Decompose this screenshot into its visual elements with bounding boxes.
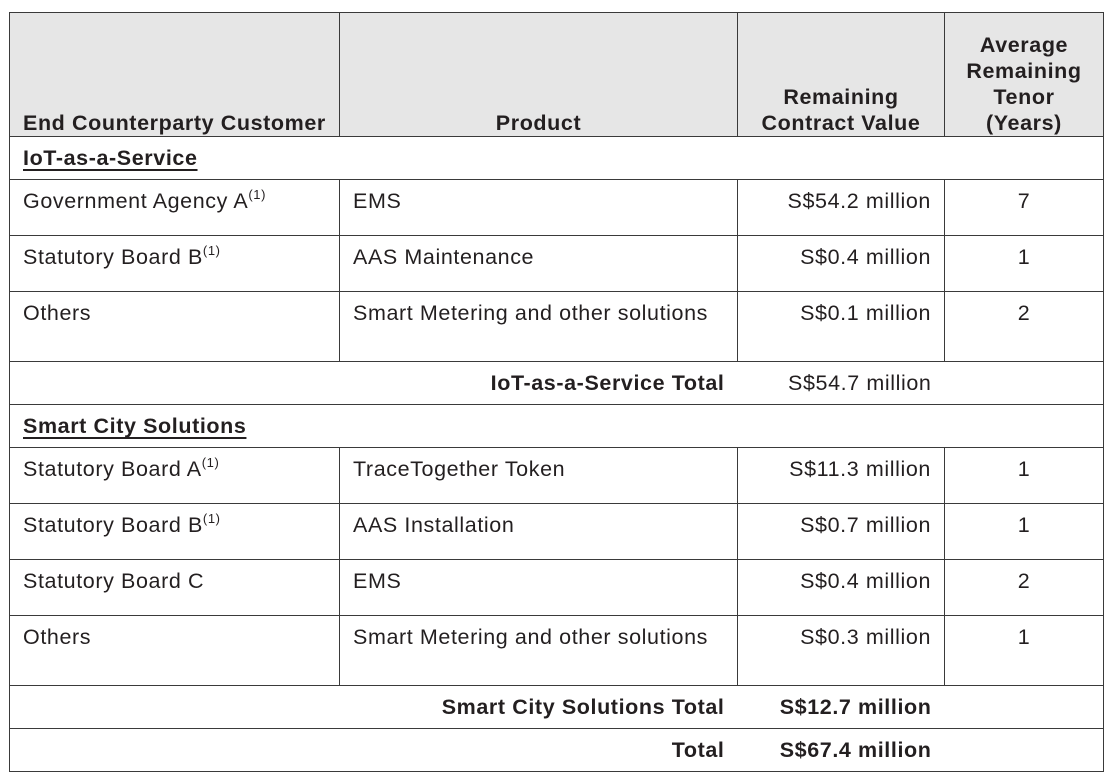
product-cell: Smart Metering and other solutions <box>339 291 738 362</box>
product-cell: EMS <box>339 559 738 616</box>
product-cell: TraceTogether Token <box>339 447 738 504</box>
product-cell: Smart Metering and other solutions <box>339 615 738 686</box>
subtotal-label: Smart City Solutions Total <box>9 685 738 729</box>
section-header: IoT-as-a-Service <box>9 136 1104 180</box>
footnote-ref: (1) <box>202 511 221 526</box>
grand-total-row: Total S$67.4 million <box>9 728 1104 772</box>
customer-name: Others <box>23 625 92 649</box>
subtotal-row: IoT-as-a-Service Total S$54.7 million <box>9 361 1104 405</box>
footnote-ref: (1) <box>202 243 221 258</box>
value-cell: S$0.4 million <box>737 559 945 616</box>
value-cell: S$11.3 million <box>737 447 945 504</box>
header-customer: End Counterparty Customer <box>9 12 340 137</box>
customer-name: Statutory Board A <box>23 457 202 481</box>
table-row: Government Agency A(1) EMS S$54.2 millio… <box>9 179 1104 236</box>
table-row: Statutory Board C EMS S$0.4 million 2 <box>9 559 1104 616</box>
table-row: Statutory Board B(1) AAS Installation S$… <box>9 503 1104 560</box>
customer-name: Statutory Board B <box>23 513 203 537</box>
customer-name: Government Agency A <box>23 189 249 213</box>
customer-cell: Others <box>9 615 340 686</box>
tenor-cell: 1 <box>944 503 1104 560</box>
table-row: Others Smart Metering and other solution… <box>9 291 1104 362</box>
header-row: End Counterparty Customer Product Remain… <box>9 12 1104 137</box>
value-cell: S$0.3 million <box>737 615 945 686</box>
customer-cell: Statutory Board A(1) <box>9 447 340 504</box>
footnote-ref: (1) <box>248 187 267 202</box>
product-cell: EMS <box>339 179 738 236</box>
customer-cell: Statutory Board C <box>9 559 340 616</box>
customer-name: Others <box>23 301 92 325</box>
value-cell: S$0.4 million <box>737 235 945 292</box>
customer-cell: Statutory Board B(1) <box>9 235 340 292</box>
contract-table: End Counterparty Customer Product Remain… <box>9 12 1104 772</box>
empty-cell <box>944 685 1104 729</box>
section-title: IoT-as-a-Service <box>23 146 198 170</box>
value-cell: S$0.1 million <box>737 291 945 362</box>
header-contract-value: Remaining Contract Value <box>737 12 945 137</box>
header-product: Product <box>339 12 738 137</box>
table-row: Others Smart Metering and other solution… <box>9 615 1104 686</box>
customer-cell: Government Agency A(1) <box>9 179 340 236</box>
tenor-cell: 2 <box>944 291 1104 362</box>
subtotal-row: Smart City Solutions Total S$12.7 millio… <box>9 685 1104 729</box>
customer-cell: Others <box>9 291 340 362</box>
section-header: Smart City Solutions <box>9 404 1104 448</box>
empty-cell <box>944 728 1104 772</box>
customer-name: Statutory Board B <box>23 245 203 269</box>
grand-total-value: S$67.4 million <box>737 728 945 772</box>
header-tenor: Average Remaining Tenor (Years) <box>944 12 1104 137</box>
tenor-cell: 2 <box>944 559 1104 616</box>
value-cell: S$54.2 million <box>737 179 945 236</box>
tenor-cell: 7 <box>944 179 1104 236</box>
customer-name: Statutory Board C <box>23 569 205 593</box>
subtotal-value: S$12.7 million <box>737 685 945 729</box>
subtotal-value: S$54.7 million <box>737 361 945 405</box>
table-row: Statutory Board B(1) AAS Maintenance S$0… <box>9 235 1104 292</box>
value-cell: S$0.7 million <box>737 503 945 560</box>
tenor-cell: 1 <box>944 615 1104 686</box>
customer-cell: Statutory Board B(1) <box>9 503 340 560</box>
section-title: Smart City Solutions <box>23 414 247 438</box>
empty-cell <box>944 361 1104 405</box>
footnote-ref: (1) <box>201 455 220 470</box>
grand-total-label: Total <box>9 728 738 772</box>
subtotal-label: IoT-as-a-Service Total <box>9 361 738 405</box>
tenor-cell: 1 <box>944 235 1104 292</box>
tenor-cell: 1 <box>944 447 1104 504</box>
table-row: Statutory Board A(1) TraceTogether Token… <box>9 447 1104 504</box>
product-cell: AAS Installation <box>339 503 738 560</box>
product-cell: AAS Maintenance <box>339 235 738 292</box>
